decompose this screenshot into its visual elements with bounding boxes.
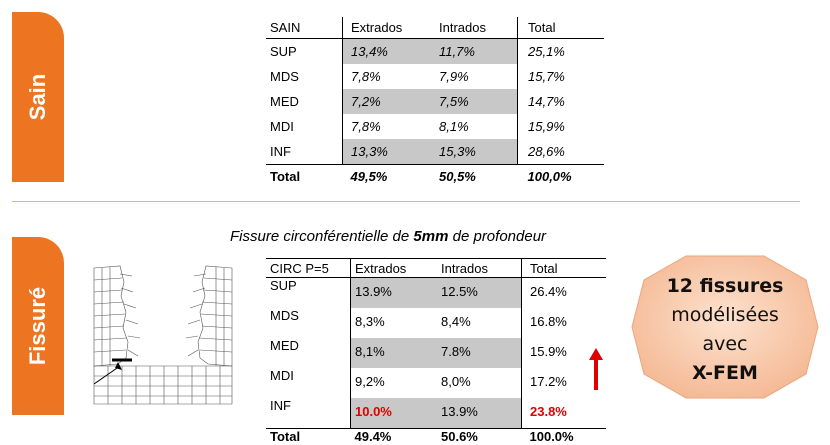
row-label: MDS xyxy=(266,64,343,89)
cell-value: 7,5% xyxy=(431,89,518,114)
cell-value: 7,2% xyxy=(343,89,432,114)
red-up-arrow-icon xyxy=(588,346,604,392)
total-label: Total xyxy=(266,165,343,188)
tab-fissure: Fissuré xyxy=(12,237,64,415)
header-cell: CIRC P=5 xyxy=(266,259,351,278)
cell-value: 15,7% xyxy=(518,64,605,89)
table-row: INF 13,3% 15,3% 28,6% xyxy=(266,139,604,165)
cell-value: 7,9% xyxy=(431,64,518,89)
cell-value: 13,3% xyxy=(343,139,432,165)
cell-value: 11,7% xyxy=(431,39,518,65)
table-sain: SAIN Extrados Intrados Total SUP 13,4% 1… xyxy=(266,17,604,187)
total-row: Total 49,5% 50,5% 100,0% xyxy=(266,165,604,188)
cell-value: 8,3% xyxy=(351,308,436,338)
mesh-drawing xyxy=(88,262,238,412)
caption-prefix: Fissure circonférentielle de xyxy=(230,228,413,245)
cell-value: 26.4% xyxy=(522,278,607,309)
badge-text: 12 fissures modélisées avec X-FEM xyxy=(630,272,820,388)
row-label: MDI xyxy=(266,368,351,398)
section-divider xyxy=(12,201,800,202)
cell-value: 13.9% xyxy=(435,398,522,429)
row-label: INF xyxy=(266,139,343,165)
cell-value: 7,8% xyxy=(343,64,432,89)
total-value: 100,0% xyxy=(518,165,605,188)
cell-value: 12.5% xyxy=(435,278,522,309)
table-header-row: SAIN Extrados Intrados Total xyxy=(266,17,604,39)
cell-value: 28,6% xyxy=(518,139,605,165)
cell-value: 15,3% xyxy=(431,139,518,165)
badge-line-3: avec xyxy=(630,330,820,359)
header-cell: Intrados xyxy=(431,17,518,39)
cell-value: 25,1% xyxy=(518,39,605,65)
cell-value: 8,4% xyxy=(435,308,522,338)
cell-value: 7.8% xyxy=(435,338,522,368)
table-row: SUP 13.9% 12.5% 26.4% xyxy=(266,278,606,309)
badge-line-2: modélisées xyxy=(630,301,820,330)
header-cell: Total xyxy=(522,259,607,278)
caption-suffix: de profondeur xyxy=(448,228,546,245)
cell-value: 15,9% xyxy=(518,114,605,139)
table-row: INF 10.0% 13.9% 23.8% xyxy=(266,398,606,429)
badge-line-1: 12 fissures xyxy=(630,272,820,301)
table-row: MDI 7,8% 8,1% 15,9% xyxy=(266,114,604,139)
cell-value: 14,7% xyxy=(518,89,605,114)
cell-value: 16.8% xyxy=(522,308,607,338)
header-cell: Total xyxy=(518,17,605,39)
total-value: 50,5% xyxy=(431,165,518,188)
cell-value: 8,1% xyxy=(431,114,518,139)
caption-depth: 5mm xyxy=(413,228,448,245)
table-row: SUP 13,4% 11,7% 25,1% xyxy=(266,39,604,65)
table-row: MED 8,1% 7.8% 15.9% xyxy=(266,338,606,368)
fissure-caption: Fissure circonférentielle de 5mm de prof… xyxy=(230,228,546,245)
total-value: 49,5% xyxy=(343,165,432,188)
row-label: SUP xyxy=(266,278,351,309)
cell-value: 8,1% xyxy=(351,338,436,368)
table-row: MED 7,2% 7,5% 14,7% xyxy=(266,89,604,114)
badge-line-4: X-FEM xyxy=(630,359,820,388)
row-label: SUP xyxy=(266,39,343,65)
table-header-row: CIRC P=5 Extrados Intrados Total xyxy=(266,259,606,278)
row-label: MDS xyxy=(266,308,351,338)
cell-value: 7,8% xyxy=(343,114,432,139)
cell-value: 8,0% xyxy=(435,368,522,398)
cell-value-highlight: 23.8% xyxy=(522,398,607,429)
row-label: INF xyxy=(266,398,351,429)
row-label: MED xyxy=(266,338,351,368)
row-label: MDI xyxy=(266,114,343,139)
cell-value: 9,2% xyxy=(351,368,436,398)
cell-value: 13.9% xyxy=(351,278,436,309)
tab-fissure-label: Fissuré xyxy=(25,287,51,365)
header-cell: Extrados xyxy=(343,17,432,39)
table-row: MDI 9,2% 8,0% 17.2% xyxy=(266,368,606,398)
row-label: MED xyxy=(266,89,343,114)
header-cell: SAIN xyxy=(266,17,343,39)
tab-sain-label: Sain xyxy=(25,74,51,120)
cell-value-highlight: 10.0% xyxy=(351,398,436,429)
table-row: MDS 8,3% 8,4% 16.8% xyxy=(266,308,606,338)
header-cell: Intrados xyxy=(435,259,522,278)
tab-sain: Sain xyxy=(12,12,64,182)
table-row: MDS 7,8% 7,9% 15,7% xyxy=(266,64,604,89)
header-cell: Extrados xyxy=(351,259,436,278)
cell-value: 13,4% xyxy=(343,39,432,65)
table-fissure: CIRC P=5 Extrados Intrados Total SUP 13.… xyxy=(266,258,606,445)
